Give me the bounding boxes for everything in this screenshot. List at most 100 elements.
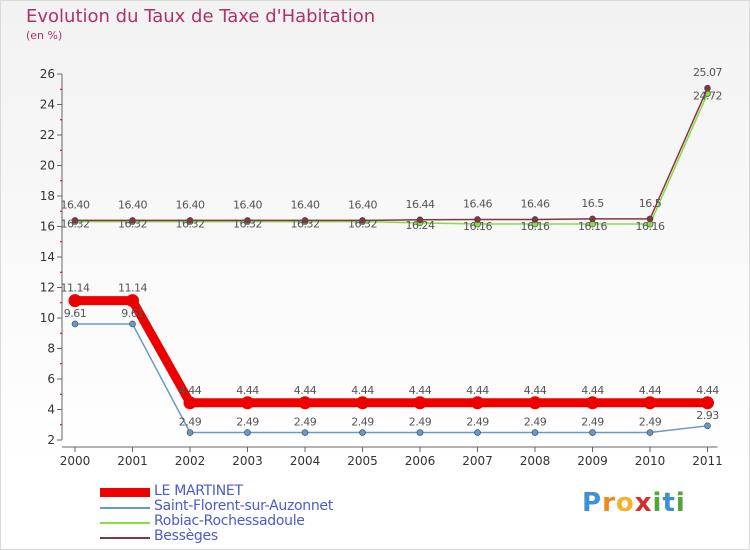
data-point <box>298 396 312 410</box>
x-tick-label: 2004 <box>290 454 321 468</box>
data-point <box>528 396 542 410</box>
x-tick-label: 2002 <box>175 454 206 468</box>
data-label: 16.46 <box>463 197 492 210</box>
data-point <box>474 429 481 436</box>
data-label: 4.44 <box>524 384 547 397</box>
legend-label: Saint-Florent-sur-Auzonnet <box>154 498 333 514</box>
x-tick-label: 2008 <box>520 454 551 468</box>
data-label: 16.16 <box>463 220 492 233</box>
data-label: 4.44 <box>236 384 259 397</box>
data-label: 16.40 <box>118 198 147 211</box>
data-label: 16.44 <box>406 198 435 211</box>
y-tick-label: 12 <box>40 281 55 295</box>
data-point <box>244 217 251 224</box>
x-tick-label: 2010 <box>635 454 666 468</box>
data-label: 16.5 <box>581 197 604 210</box>
data-label: 16.32 <box>291 218 320 231</box>
data-label: 16.32 <box>118 218 147 231</box>
data-point <box>71 217 79 224</box>
legend-label: Robiac-Rochessadoule <box>154 513 305 529</box>
data-label: 4.44 <box>351 384 374 397</box>
y-tick-label: 22 <box>40 128 55 142</box>
data-point <box>244 429 251 436</box>
data-label: 2.49 <box>581 416 604 429</box>
data-point <box>359 429 366 436</box>
data-point <box>241 396 254 410</box>
data-point <box>474 216 481 223</box>
data-point <box>586 396 599 410</box>
data-point <box>531 429 539 436</box>
data-point <box>126 294 139 308</box>
data-label: 4.44 <box>639 384 662 397</box>
data-label: 16.16 <box>578 220 607 233</box>
y-tick-label: 18 <box>40 189 55 203</box>
data-label: 25.07 <box>693 66 722 79</box>
data-label: 16.46 <box>521 197 550 210</box>
data-point <box>646 215 654 223</box>
data-point <box>68 294 82 308</box>
data-label: 4.44 <box>696 384 719 397</box>
y-tick-label: 24 <box>40 98 55 112</box>
data-label: 2.49 <box>409 416 432 429</box>
data-label: 16.40 <box>176 198 205 211</box>
legend-swatch <box>100 488 150 497</box>
data-point <box>701 396 714 410</box>
x-tick-label: 2007 <box>462 454 493 468</box>
data-label: 16.32 <box>233 218 262 231</box>
data-point <box>704 84 711 92</box>
data-label: 2.49 <box>639 416 662 429</box>
x-tick-label: 2005 <box>347 454 378 468</box>
x-tick-label: 2000 <box>60 454 91 468</box>
data-label: 2.49 <box>294 416 317 429</box>
data-label: 2.49 <box>351 416 374 429</box>
data-label: 2.49 <box>466 416 489 429</box>
y-tick-label: 10 <box>40 311 55 325</box>
x-tick-label: 2011 <box>692 454 723 468</box>
data-label: 4.44 <box>294 384 317 397</box>
data-point <box>416 429 424 436</box>
data-label: 2.93 <box>696 409 719 422</box>
data-point <box>71 320 79 328</box>
data-label: 16.5 <box>639 197 662 210</box>
data-label: 16.16 <box>521 220 550 233</box>
data-label: 9.61 <box>121 307 144 320</box>
y-tick-label: 6 <box>47 372 55 386</box>
legend-label: Bessèges <box>154 528 218 544</box>
y-tick-label: 8 <box>47 342 55 356</box>
y-tick-label: 14 <box>40 250 55 264</box>
chart-subtitle: (en %) <box>26 29 63 42</box>
legend-label: LE MARTINET <box>154 483 243 499</box>
data-point <box>531 216 539 223</box>
data-point <box>589 429 596 436</box>
data-label: 9.61 <box>64 307 87 320</box>
data-label: 16.32 <box>176 218 205 231</box>
data-label: 11.14 <box>61 282 90 295</box>
x-tick-label: 2006 <box>405 454 436 468</box>
data-point <box>704 422 711 430</box>
data-label: 4.44 <box>409 384 432 397</box>
data-label: 2.49 <box>236 416 259 429</box>
data-point <box>356 396 369 410</box>
series-line <box>74 323 709 434</box>
data-point <box>301 429 309 436</box>
data-point <box>186 217 194 224</box>
y-tick-label: 26 <box>40 67 55 81</box>
legend-swatch <box>100 537 150 539</box>
data-label: 2.49 <box>524 416 547 429</box>
x-tick-label: 2003 <box>232 454 263 468</box>
data-label: 16.40 <box>61 198 90 211</box>
data-point <box>643 396 657 410</box>
data-label: 2.49 <box>179 416 202 429</box>
y-tick-label: 2 <box>47 433 55 447</box>
x-tick-label: 2001 <box>117 454 148 468</box>
data-point <box>129 217 136 224</box>
y-tick-label: 20 <box>40 159 55 173</box>
data-point <box>186 429 194 436</box>
x-tick-label: 2009 <box>577 454 608 468</box>
data-label: 16.32 <box>61 218 90 231</box>
data-point <box>646 429 654 436</box>
y-tick-label: 4 <box>47 403 55 417</box>
legend-swatch <box>100 522 150 524</box>
